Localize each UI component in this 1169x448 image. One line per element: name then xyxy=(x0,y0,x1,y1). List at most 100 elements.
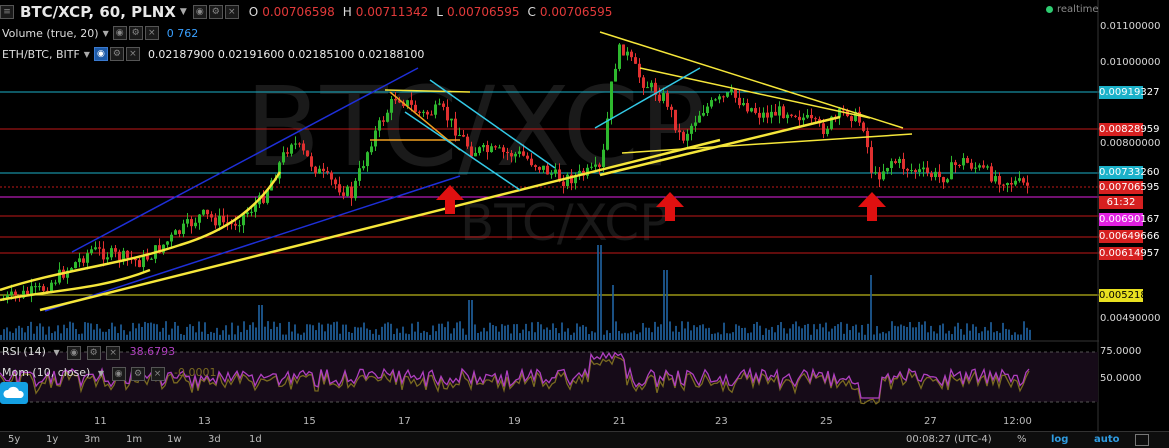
candle-body xyxy=(434,104,437,115)
candle-body xyxy=(298,143,301,145)
candle-body xyxy=(170,234,173,242)
log-toggle[interactable]: log xyxy=(1051,434,1069,445)
chevron-down-icon[interactable]: ▼ xyxy=(83,49,90,59)
volume-bar xyxy=(273,321,275,340)
range-1m[interactable]: 1m xyxy=(126,434,143,445)
volume-bar xyxy=(81,333,83,340)
settings-icon[interactable]: ⚙ xyxy=(86,346,101,360)
range-3m[interactable]: 3m xyxy=(84,434,101,445)
candle-body xyxy=(450,118,453,121)
cloud-icon[interactable] xyxy=(0,382,28,404)
candle-body xyxy=(598,164,601,167)
auto-toggle[interactable]: auto xyxy=(1094,434,1120,445)
candle-body xyxy=(738,97,741,106)
settings-icon[interactable]: ⚙ xyxy=(109,47,124,61)
chevron-down-icon[interactable]: ▼ xyxy=(102,28,109,38)
close-icon[interactable]: × xyxy=(224,5,239,19)
candle-body xyxy=(134,258,137,261)
range-1w[interactable]: 1w xyxy=(167,434,182,445)
volume-bar xyxy=(345,324,347,340)
settings-icon[interactable] xyxy=(1135,434,1149,446)
volume-bar xyxy=(684,328,686,340)
volume-bar xyxy=(423,330,425,340)
candle-body xyxy=(754,108,757,113)
settings-icon[interactable]: ⚙ xyxy=(131,367,145,381)
candle-body xyxy=(322,168,325,172)
volume-bar xyxy=(420,332,422,340)
volume-bar xyxy=(330,324,332,340)
eye-icon[interactable]: ◉ xyxy=(67,346,82,360)
volume-bar xyxy=(321,324,323,340)
candle-body xyxy=(750,108,753,112)
eye-icon[interactable]: ◉ xyxy=(111,367,126,381)
rsi-band xyxy=(0,352,1098,402)
volume-bar xyxy=(576,323,578,340)
volume-bar xyxy=(480,331,482,340)
candle-body xyxy=(854,111,857,122)
chart-header: ≡ BTC/XCP, 60, PLNX ▼ ◉ ⚙ × O 0.00706598… xyxy=(0,0,612,24)
close-icon[interactable]: × xyxy=(150,367,165,381)
volume-bar xyxy=(633,330,635,340)
range-5y[interactable]: 5y xyxy=(8,434,21,445)
volume-bar xyxy=(936,333,938,340)
volume-bar xyxy=(27,325,29,340)
candle-body xyxy=(594,164,597,167)
candle-body xyxy=(642,77,645,88)
symbol-title[interactable]: BTC/XCP, 60, PLNX xyxy=(20,3,176,21)
eye-icon[interactable]: ◉ xyxy=(93,47,108,61)
volume-bar xyxy=(657,326,659,340)
volume-bar xyxy=(6,327,8,340)
candle-body xyxy=(770,111,773,118)
candle-body xyxy=(282,152,285,163)
menu-icon[interactable]: ≡ xyxy=(0,5,14,19)
price-tag: 0.00614957 xyxy=(1099,247,1160,260)
volume-label[interactable]: Volume (true, 20) xyxy=(2,26,99,40)
close-icon[interactable]: × xyxy=(144,26,159,40)
volume-bar xyxy=(537,321,539,340)
compare-label[interactable]: ETH/BTC, BITF xyxy=(2,47,80,61)
volume-bar xyxy=(726,333,728,340)
candle-body xyxy=(690,125,693,134)
chevron-down-icon[interactable]: ▼ xyxy=(53,348,60,357)
volume-bar xyxy=(54,331,56,340)
candle-body xyxy=(158,245,161,253)
volume-bar xyxy=(474,324,476,340)
volume-bar xyxy=(357,327,359,340)
volume-bar xyxy=(579,326,581,340)
volume-bar xyxy=(786,333,788,340)
yellow-curve-left xyxy=(0,171,282,292)
chevron-down-icon[interactable]: ▼ xyxy=(179,7,187,17)
candle-body xyxy=(774,111,777,116)
range-1d[interactable]: 1d xyxy=(249,434,262,445)
volume-bar xyxy=(447,321,449,340)
mom-label[interactable]: Mom (10, close) xyxy=(2,366,91,379)
volume-bar xyxy=(738,325,740,340)
drawings[interactable] xyxy=(0,31,913,312)
eye-icon[interactable]: ◉ xyxy=(112,26,127,40)
volume-bar xyxy=(150,322,152,340)
clock: 00:08:27 (UTC-4) xyxy=(906,434,992,445)
candle-body xyxy=(778,106,781,116)
candle-body xyxy=(390,98,393,113)
volume-bar xyxy=(801,328,803,340)
candle-body xyxy=(202,209,205,215)
settings-icon[interactable]: ⚙ xyxy=(128,26,143,40)
settings-icon[interactable]: ⚙ xyxy=(208,5,223,19)
volume-bar xyxy=(12,332,14,340)
candle-body xyxy=(926,167,929,173)
percent-toggle[interactable]: % xyxy=(1017,434,1027,445)
close-icon[interactable]: × xyxy=(106,346,121,360)
candle-body xyxy=(610,81,613,119)
range-3d[interactable]: 3d xyxy=(208,434,221,445)
close-icon[interactable]: × xyxy=(125,47,140,61)
rsi-label[interactable]: RSI (14) xyxy=(2,345,46,358)
volume-bar xyxy=(543,329,545,340)
range-1y[interactable]: 1y xyxy=(46,434,59,445)
volume-bar xyxy=(756,321,758,340)
chevron-down-icon[interactable]: ▼ xyxy=(97,369,104,378)
eye-icon[interactable]: ◉ xyxy=(192,5,207,19)
candle-body xyxy=(114,248,117,252)
volume-bar xyxy=(213,332,215,340)
candle-body xyxy=(414,104,417,112)
